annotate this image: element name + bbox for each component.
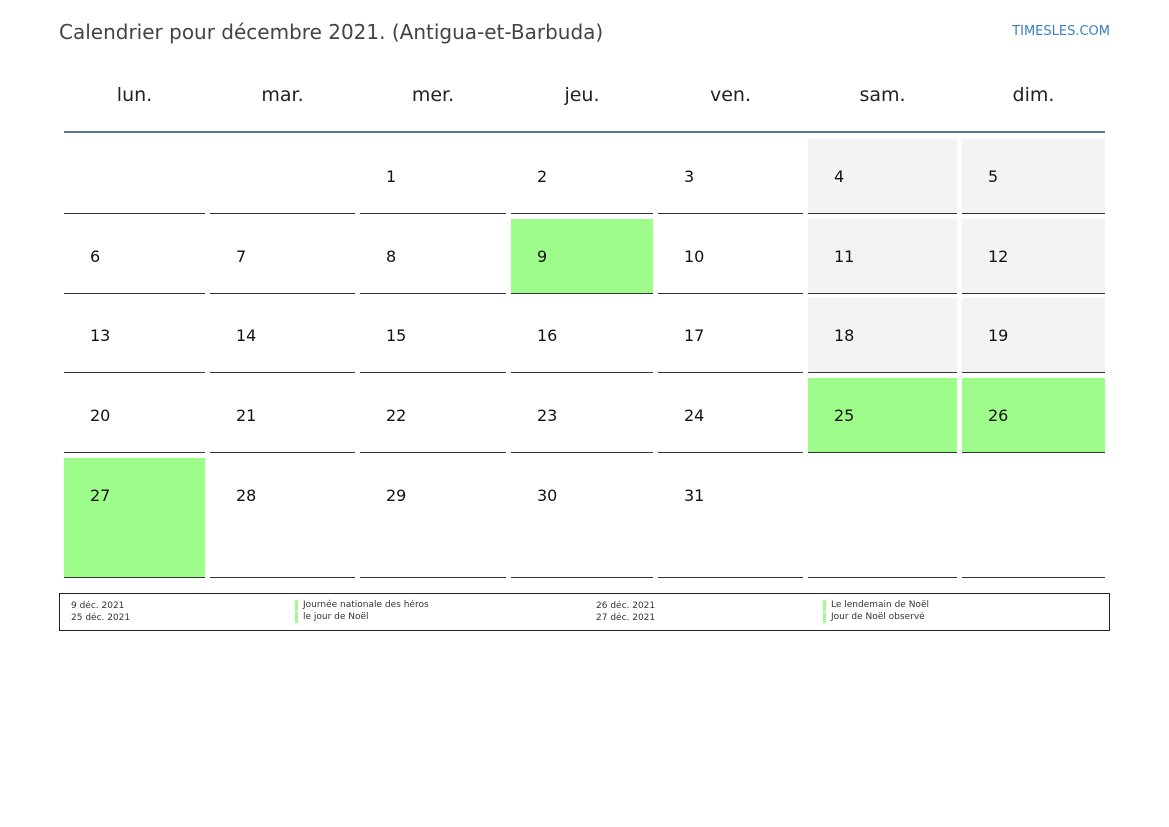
day-number: 17: [684, 326, 705, 345]
day-number: 22: [386, 406, 407, 425]
legend-holiday-name: Journée nationale des héros: [295, 600, 429, 611]
day-cell: 2: [511, 139, 653, 214]
weekday-tue: mar.: [261, 84, 304, 106]
weekday-sat: sam.: [859, 84, 906, 106]
day-cell: 18: [808, 298, 957, 373]
day-number: 23: [537, 406, 558, 425]
day-cell: 3: [658, 139, 803, 214]
day-number: 10: [684, 247, 705, 266]
day-number: 7: [236, 247, 247, 266]
weekday-mon: lun.: [116, 84, 153, 106]
day-cell: 6: [64, 219, 205, 294]
day-cell: 21: [210, 378, 355, 453]
day-cell: 26: [962, 378, 1105, 453]
day-cell: 7: [210, 219, 355, 294]
day-cell: 28: [210, 458, 355, 578]
day-number: 16: [537, 326, 558, 345]
day-number: 30: [537, 486, 558, 505]
weekday-fri: ven.: [709, 84, 751, 106]
day-cell: 20: [64, 378, 205, 453]
legend-date: 25 déc. 2021: [71, 613, 131, 623]
weekday-header: lun. mar. mer. jeu. ven. sam. dim.: [0, 84, 1169, 114]
day-number: 25: [834, 406, 855, 425]
day-cell: 17: [658, 298, 803, 373]
legend-holiday-name: Jour de Noël observé: [823, 612, 925, 623]
day-number: 20: [90, 406, 111, 425]
day-cell: 8: [360, 219, 506, 294]
day-number: 12: [988, 247, 1009, 266]
day-cell: 16: [511, 298, 653, 373]
day-cell: 29: [360, 458, 506, 578]
holiday-legend: 9 déc. 2021 Journée nationale des héros …: [59, 593, 1110, 631]
day-number: 4: [834, 167, 845, 186]
day-cell: 22: [360, 378, 506, 453]
day-number: 26: [988, 406, 1009, 425]
day-number: 31: [684, 486, 705, 505]
day-number: 2: [537, 167, 548, 186]
day-cell: 10: [658, 219, 803, 294]
empty-day-cell: [962, 458, 1105, 578]
weekday-sun: dim.: [1012, 84, 1055, 106]
day-cell: 19: [962, 298, 1105, 373]
day-number: 5: [988, 167, 999, 186]
site-link[interactable]: TIMESLES.COM: [1012, 24, 1110, 39]
header-rule: [64, 131, 1105, 133]
day-number: 15: [386, 326, 407, 345]
day-number: 11: [834, 247, 855, 266]
legend-date: 27 déc. 2021: [596, 613, 656, 623]
empty-day-cell: [64, 139, 205, 214]
legend-date: 9 déc. 2021: [71, 601, 125, 611]
day-number: 3: [684, 167, 695, 186]
day-cell: 24: [658, 378, 803, 453]
day-number: 29: [386, 486, 407, 505]
day-cell: 23: [511, 378, 653, 453]
empty-day-cell: [808, 458, 957, 578]
day-cell: 30: [511, 458, 653, 578]
legend-holiday-name: Le lendemain de Noël: [823, 600, 929, 611]
day-cell: 11: [808, 219, 957, 294]
legend-date: 26 déc. 2021: [596, 601, 656, 611]
day-cell: 14: [210, 298, 355, 373]
day-cell: 1: [360, 139, 506, 214]
day-number: 1: [386, 167, 397, 186]
day-number: 9: [537, 247, 548, 266]
day-cell: 12: [962, 219, 1105, 294]
day-number: 21: [236, 406, 257, 425]
day-cell: 25: [808, 378, 957, 453]
page-title: Calendrier pour décembre 2021. (Antigua-…: [59, 20, 604, 44]
day-cell: 15: [360, 298, 506, 373]
day-number: 27: [90, 486, 111, 505]
legend-holiday-name: le jour de Noël: [295, 612, 369, 623]
day-number: 6: [90, 247, 101, 266]
day-number: 28: [236, 486, 257, 505]
empty-day-cell: [210, 139, 355, 214]
day-number: 24: [684, 406, 705, 425]
day-number: 8: [386, 247, 397, 266]
day-cell: 4: [808, 139, 957, 214]
day-cell: 31: [658, 458, 803, 578]
weekday-thu: jeu.: [564, 84, 600, 106]
day-number: 13: [90, 326, 111, 345]
weekday-wed: mer.: [411, 84, 455, 106]
day-cell: 13: [64, 298, 205, 373]
day-cell: 9: [511, 219, 653, 294]
day-number: 14: [236, 326, 257, 345]
day-number: 19: [988, 326, 1009, 345]
day-cell: 5: [962, 139, 1105, 214]
day-number: 18: [834, 326, 855, 345]
day-cell: 27: [64, 458, 205, 578]
